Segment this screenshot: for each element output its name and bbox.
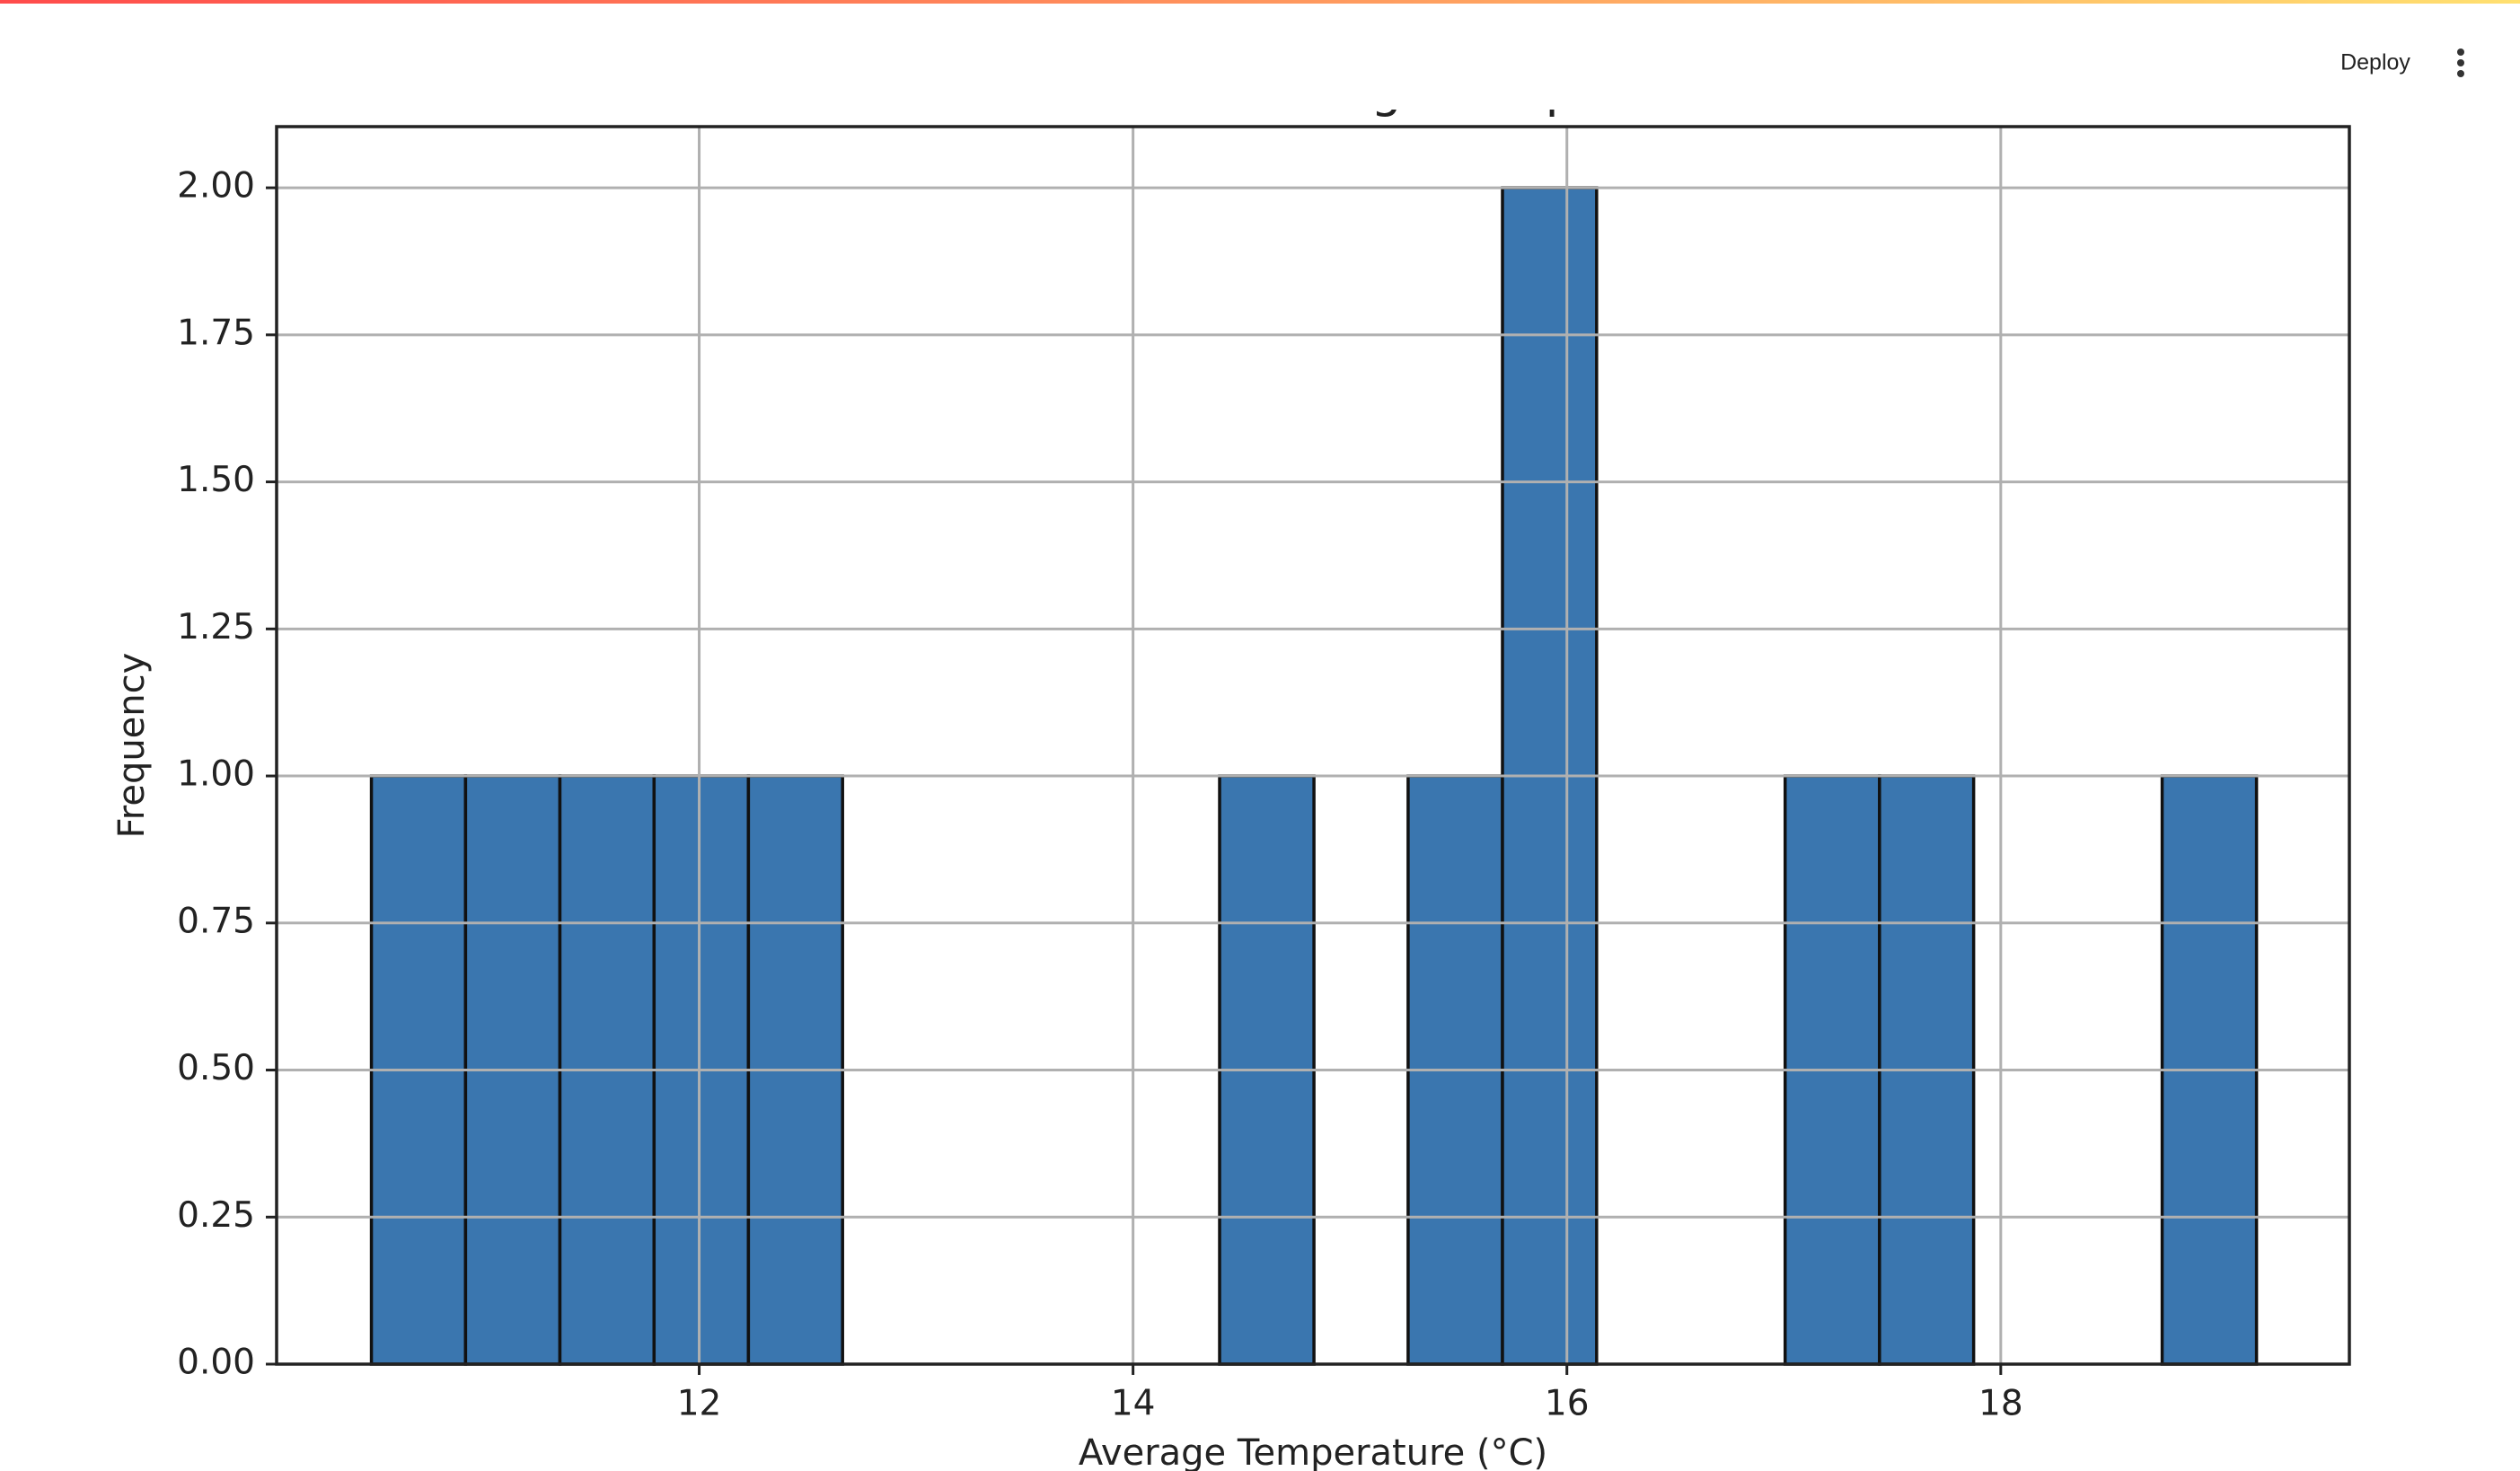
y-tick-label: 0.75 <box>177 901 255 941</box>
menu-dot[interactable] <box>2457 70 2464 77</box>
y-tick-label: 1.75 <box>177 313 255 353</box>
plot-frame <box>275 125 2351 1366</box>
y-tick-label: 0.00 <box>177 1343 255 1383</box>
x-tick-label: 16 <box>1545 1384 1590 1424</box>
x-tick-label: 12 <box>677 1384 722 1424</box>
plot: 0.00 0.25 0.50 0.75 1.00 1.25 1.50 1.75 2.00 12 14… <box>177 125 2351 1424</box>
header-stripe <box>0 0 2520 4</box>
x-tick-label: 18 <box>1978 1384 2023 1424</box>
x-axis-label: Average Temperature (°C) <box>1079 1432 1547 1471</box>
menu-dot[interactable] <box>2457 59 2464 66</box>
y-tick-label: 0.25 <box>177 1195 255 1236</box>
main-menu[interactable] <box>2457 48 2464 77</box>
y-tick-label: 1.25 <box>177 607 255 647</box>
header-bar <box>0 0 2520 110</box>
x-tick-label: 14 <box>1111 1384 1156 1424</box>
y-tick-label: 1.00 <box>177 754 255 795</box>
menu-dot[interactable] <box>2457 48 2464 56</box>
y-tick-label: 2.00 <box>177 166 255 207</box>
y-tick-label: 0.50 <box>177 1048 255 1088</box>
y-tick-label: 1.50 <box>177 460 255 500</box>
y-axis-label: Frequency <box>111 653 153 839</box>
deploy-button[interactable]: Deploy <box>2340 50 2410 75</box>
